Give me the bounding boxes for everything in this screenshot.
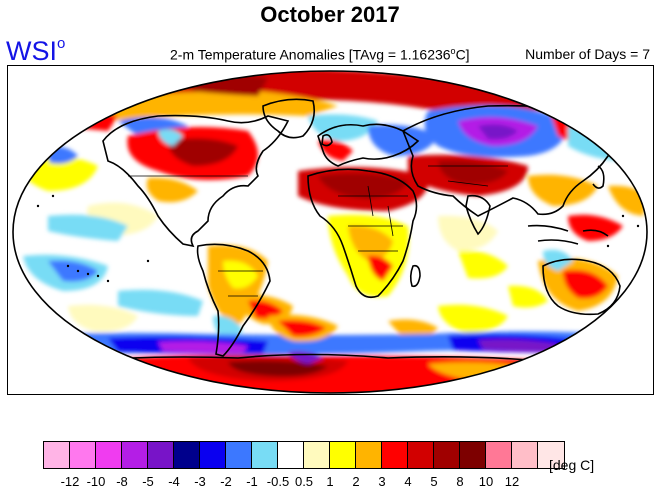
colorbar-cell xyxy=(226,442,252,468)
colorbar-cell xyxy=(70,442,96,468)
colorbar-cell xyxy=(200,442,226,468)
colorbar-cell xyxy=(356,442,382,468)
map-title: October 2017 xyxy=(260,2,400,27)
colorbar-tick-label: 10 xyxy=(478,474,494,489)
colorbar-tick-label: -2 xyxy=(220,474,232,489)
colorbar-cell xyxy=(538,442,564,468)
colorbar-cell xyxy=(330,442,356,468)
colorbar-tick-label: 2 xyxy=(352,474,360,489)
colorbar-cell xyxy=(304,442,330,468)
colorbar-cell xyxy=(174,442,200,468)
borders xyxy=(128,165,508,297)
colorbar-cell xyxy=(122,442,148,468)
colorbar-tick-label: -0.5 xyxy=(266,474,290,489)
colorbar-cell xyxy=(434,442,460,468)
colorbar xyxy=(43,441,565,469)
colorbar-tick-label: -4 xyxy=(168,474,180,489)
globe xyxy=(13,71,647,393)
anomaly-field xyxy=(13,71,647,393)
colorbar-tick-label: 4 xyxy=(404,474,412,489)
colorbar-tick-label: -8 xyxy=(116,474,128,489)
island-dots xyxy=(36,194,640,283)
units-label: [deg C] xyxy=(549,457,595,473)
colorbar-cell xyxy=(382,442,408,468)
subtitle-prefix: 2-m Temperature Anomalies [TAvg = 1.1623… xyxy=(170,46,451,63)
colorbar-tick-label: 0.5 xyxy=(294,474,314,489)
colorbar-tick-label: -10 xyxy=(86,474,106,489)
colorbar-cell xyxy=(408,442,434,468)
colorbar-tick-label: -5 xyxy=(142,474,154,489)
subtitle: 2-m Temperature Anomalies [TAvg = 1.1623… xyxy=(170,46,470,63)
days-label: Number of Days = 7 xyxy=(525,46,650,62)
colorbar-cell xyxy=(44,442,70,468)
colorbar-tick-label: 1 xyxy=(326,474,334,489)
wsi-logo: WSIo xyxy=(6,35,66,67)
colorbar-cell xyxy=(96,442,122,468)
colorbar-tick-label: 8 xyxy=(456,474,464,489)
logo-text: WSI xyxy=(6,36,57,66)
subtitle-suffix: C] xyxy=(455,46,470,63)
colorbar-tick-label: -1 xyxy=(246,474,258,489)
colorbar-tick-label: 5 xyxy=(430,474,438,489)
colorbar-tick-label: -12 xyxy=(60,474,80,489)
colorbar-cell xyxy=(278,442,304,468)
colorbar-cell xyxy=(486,442,512,468)
colorbar-tick-label: 3 xyxy=(378,474,386,489)
colorbar-tick-label: -3 xyxy=(194,474,206,489)
colorbar-tick-label: 12 xyxy=(504,474,520,489)
globe-outline xyxy=(12,70,648,394)
logo-superscript: o xyxy=(57,35,66,52)
colorbar-cell xyxy=(512,442,538,468)
anomaly-map xyxy=(12,70,648,394)
map-frame xyxy=(7,65,654,395)
subtitle-degree: o xyxy=(450,46,456,56)
colorbar-cell xyxy=(252,442,278,468)
colorbar-cell xyxy=(460,442,486,468)
colorbar-ticks: -12 -10 -8 -5 -4 -3 -2 -1 -0.5 0.5 1 2 3 4 5 8 10 12 xyxy=(0,474,660,492)
colorbar-cell xyxy=(148,442,174,468)
